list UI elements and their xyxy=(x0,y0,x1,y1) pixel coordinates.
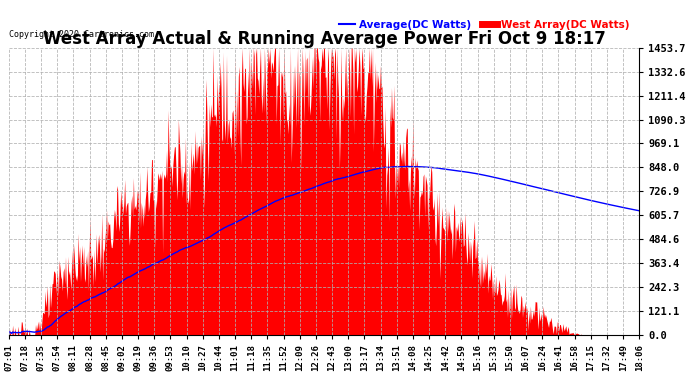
Legend: Average(DC Watts), West Array(DC Watts): Average(DC Watts), West Array(DC Watts) xyxy=(335,16,634,34)
Title: West Array Actual & Running Average Power Fri Oct 9 18:17: West Array Actual & Running Average Powe… xyxy=(43,30,605,48)
Text: Copyright 2020 Cartronics.com: Copyright 2020 Cartronics.com xyxy=(9,30,154,39)
